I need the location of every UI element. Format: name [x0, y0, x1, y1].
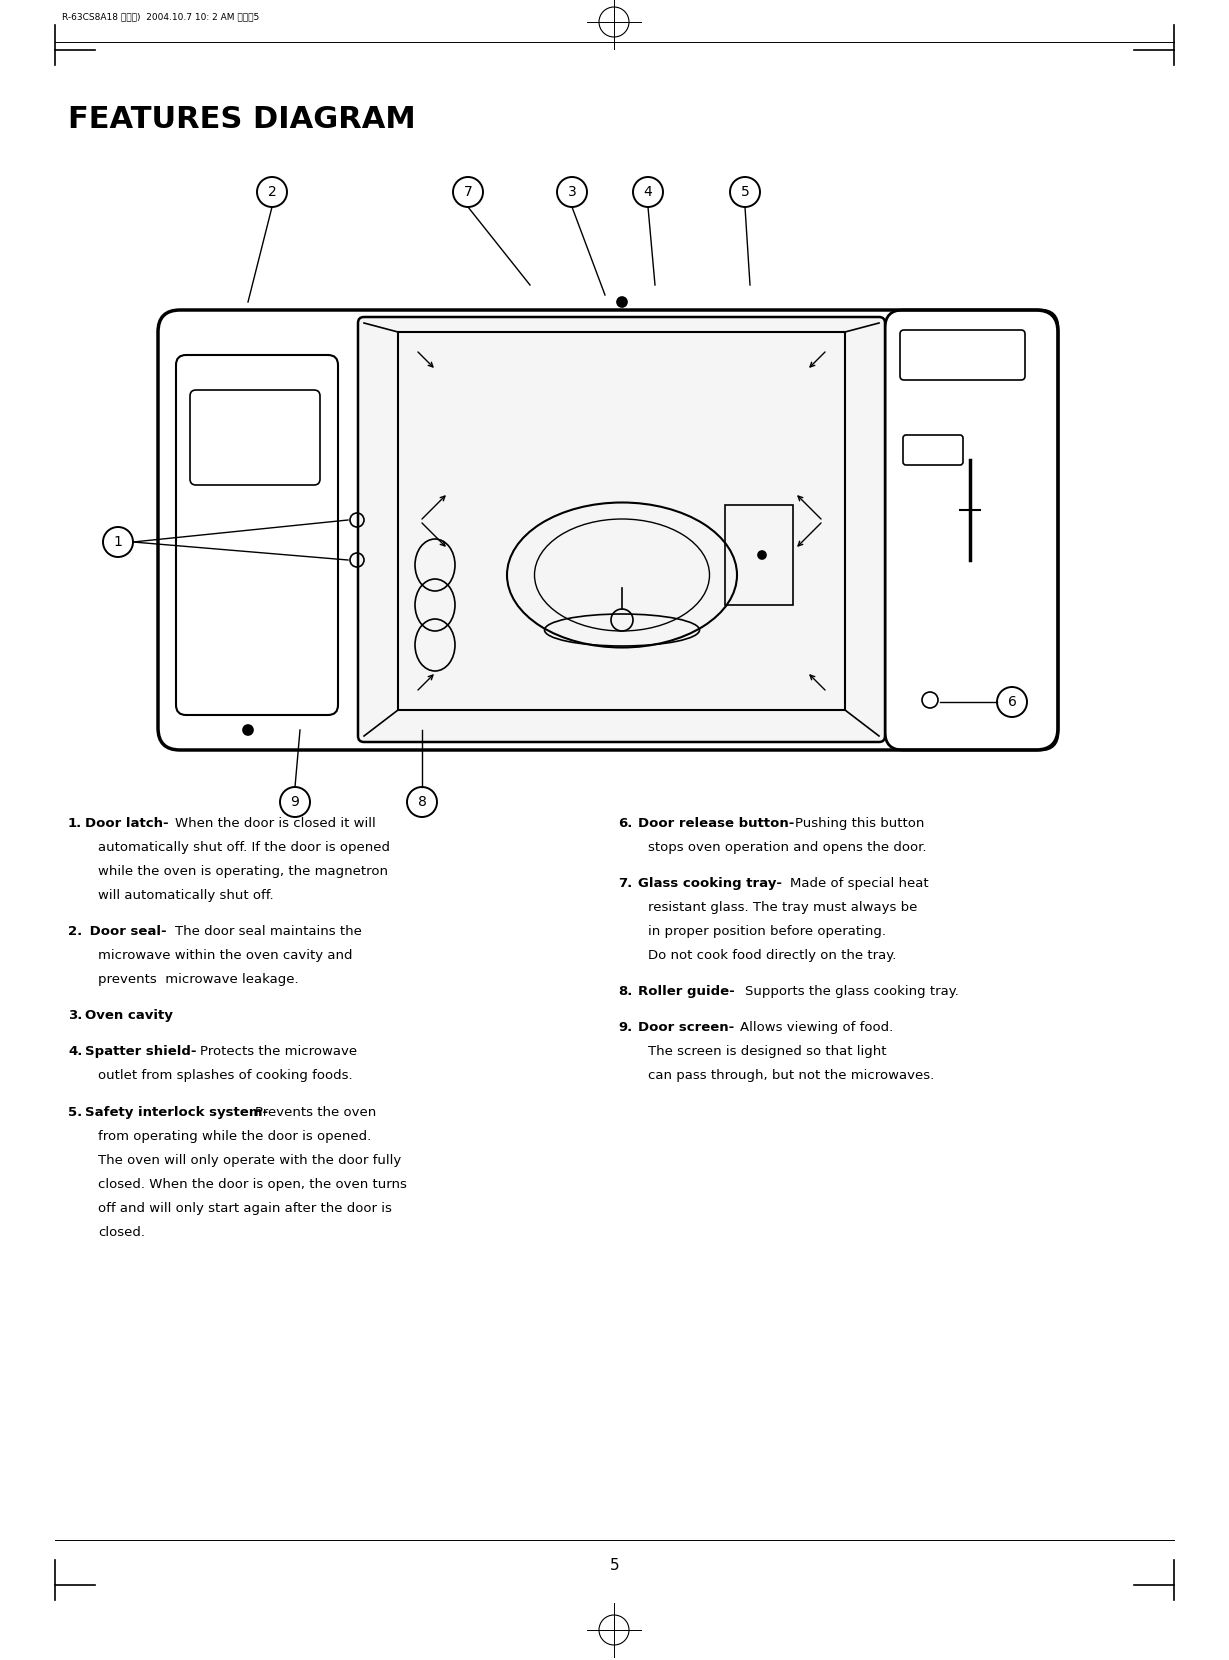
Circle shape	[617, 297, 627, 307]
Text: automatically shut off. If the door is opened: automatically shut off. If the door is o…	[98, 840, 390, 853]
Text: R-63CS8A18 영기본)  2004.10.7 10: 2 AM 페이지5: R-63CS8A18 영기본) 2004.10.7 10: 2 AM 페이지5	[61, 12, 259, 22]
Text: Oven cavity: Oven cavity	[85, 1009, 173, 1023]
Text: resistant glass. The tray must always be: resistant glass. The tray must always be	[648, 901, 917, 915]
Text: Door seal-: Door seal-	[85, 925, 167, 938]
Text: 2: 2	[268, 184, 277, 199]
Text: The oven will only operate with the door fully: The oven will only operate with the door…	[98, 1154, 401, 1167]
Text: Pushing this button: Pushing this button	[795, 817, 924, 830]
Text: Supports the glass cooking tray.: Supports the glass cooking tray.	[745, 984, 959, 998]
Text: 6.: 6.	[618, 817, 633, 830]
Text: 7: 7	[463, 184, 472, 199]
FancyBboxPatch shape	[358, 317, 885, 742]
Text: Spatter shield-: Spatter shield-	[85, 1046, 197, 1059]
Text: 4.: 4.	[68, 1046, 82, 1059]
Text: 5: 5	[610, 1557, 619, 1572]
Text: Safety interlock system-: Safety interlock system-	[85, 1106, 268, 1119]
Text: off and will only start again after the door is: off and will only start again after the …	[98, 1202, 392, 1215]
Text: Allows viewing of food.: Allows viewing of food.	[740, 1021, 893, 1034]
Text: Glass cooking tray-: Glass cooking tray-	[638, 876, 782, 890]
Text: can pass through, but not the microwaves.: can pass through, but not the microwaves…	[648, 1069, 934, 1082]
Text: Door screen-: Door screen-	[638, 1021, 734, 1034]
Text: 9.: 9.	[618, 1021, 632, 1034]
Text: stops oven operation and opens the door.: stops oven operation and opens the door.	[648, 840, 927, 853]
Text: Protects the microwave: Protects the microwave	[200, 1046, 358, 1059]
Text: 8.: 8.	[618, 984, 633, 998]
Text: 3: 3	[568, 184, 576, 199]
Bar	[725, 505, 793, 604]
Text: 9: 9	[290, 795, 300, 808]
Text: When the door is closed it will: When the door is closed it will	[175, 817, 376, 830]
Circle shape	[758, 551, 766, 559]
Text: The screen is designed so that light: The screen is designed so that light	[648, 1046, 886, 1059]
Text: FEATURES DIAGRAM: FEATURES DIAGRAM	[68, 105, 415, 134]
Circle shape	[243, 725, 253, 735]
Text: Door release button-: Door release button-	[638, 817, 794, 830]
Text: prevents  microwave leakage.: prevents microwave leakage.	[98, 973, 299, 986]
Text: microwave within the oven cavity and: microwave within the oven cavity and	[98, 950, 353, 963]
Text: Made of special heat: Made of special heat	[790, 876, 929, 890]
Text: 6: 6	[1008, 696, 1016, 709]
Text: closed.: closed.	[98, 1227, 145, 1238]
Text: 7.: 7.	[618, 876, 632, 890]
Text: Prevents the oven: Prevents the oven	[254, 1106, 376, 1119]
Text: 8: 8	[418, 795, 426, 808]
Text: closed. When the door is open, the oven turns: closed. When the door is open, the oven …	[98, 1179, 407, 1190]
Text: 3.: 3.	[68, 1009, 82, 1023]
Text: 1.: 1.	[68, 817, 82, 830]
Text: The door seal maintains the: The door seal maintains the	[175, 925, 361, 938]
Text: while the oven is operating, the magnetron: while the oven is operating, the magnetr…	[98, 865, 388, 878]
Bar	[398, 332, 846, 710]
Text: 5: 5	[741, 184, 750, 199]
Text: from operating while the door is opened.: from operating while the door is opened.	[98, 1130, 371, 1142]
Text: in proper position before operating.: in proper position before operating.	[648, 925, 886, 938]
Text: 4: 4	[644, 184, 653, 199]
Text: Roller guide-: Roller guide-	[638, 984, 735, 998]
Text: 5.: 5.	[68, 1106, 82, 1119]
Text: 1: 1	[113, 535, 123, 549]
Text: outlet from splashes of cooking foods.: outlet from splashes of cooking foods.	[98, 1069, 353, 1082]
Text: will automatically shut off.: will automatically shut off.	[98, 890, 274, 901]
Text: Do not cook food directly on the tray.: Do not cook food directly on the tray.	[648, 950, 896, 963]
Text: 2.: 2.	[68, 925, 87, 938]
Text: Door latch-: Door latch-	[85, 817, 168, 830]
